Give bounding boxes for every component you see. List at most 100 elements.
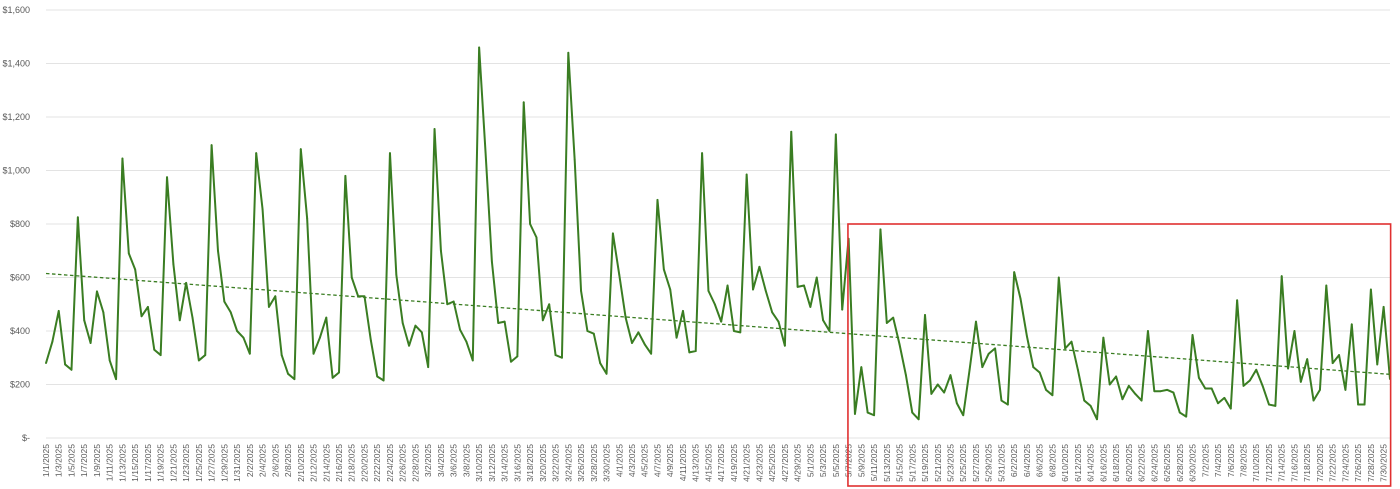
data-point: [1127, 384, 1130, 387]
data-point: [656, 199, 659, 201]
x-tick-label: 6/28/2025: [1175, 444, 1185, 482]
x-tick-label: 7/26/2025: [1353, 444, 1363, 482]
data-point: [885, 322, 888, 324]
data-point: [1038, 371, 1041, 374]
data-point: [338, 371, 340, 374]
data-point: [1166, 388, 1168, 391]
x-tick-label: 1/7/2025: [79, 444, 89, 477]
x-tick-label: 7/16/2025: [1289, 444, 1299, 482]
data-point: [490, 260, 493, 263]
y-tick-label: $600: [10, 273, 30, 283]
data-point: [1229, 407, 1232, 410]
y-tick-label: $1,200: [2, 112, 30, 122]
data-point: [76, 216, 79, 219]
data-point: [917, 418, 920, 421]
data-point: [771, 311, 774, 314]
x-tick-label: 3/10/2025: [474, 444, 484, 482]
data-point: [624, 316, 627, 319]
data-point: [1210, 387, 1213, 390]
data-point: [1306, 358, 1309, 360]
data-point: [1108, 383, 1111, 386]
data-point: [108, 359, 111, 362]
x-tick-label: 5/21/2025: [933, 444, 943, 482]
x-tick-label: 1/3/2025: [54, 444, 64, 477]
data-point: [1293, 330, 1296, 332]
x-tick-label: 3/22/2025: [551, 444, 561, 482]
x-tick-label: 2/18/2025: [347, 444, 357, 482]
data-point: [382, 379, 385, 382]
x-tick-label: 7/12/2025: [1264, 444, 1274, 482]
data-point: [57, 310, 60, 312]
x-tick-label: 2/28/2025: [410, 444, 420, 482]
data-point: [905, 374, 907, 377]
x-tick-label: 7/24/2025: [1340, 444, 1350, 482]
data-point: [720, 320, 723, 323]
data-point: [459, 328, 461, 331]
data-point: [1013, 271, 1016, 274]
data-point: [248, 352, 251, 355]
x-tick-label: 7/8/2025: [1238, 444, 1248, 477]
data-point: [592, 332, 595, 335]
data-point: [1096, 418, 1098, 421]
data-point: [280, 354, 283, 356]
data-point: [1344, 388, 1347, 391]
x-tick-label: 2/4/2025: [258, 444, 268, 477]
x-tick-label: 3/18/2025: [525, 444, 535, 482]
data-point: [363, 295, 366, 298]
data-point: [1357, 403, 1360, 406]
x-tick-label: 5/19/2025: [920, 444, 930, 482]
x-tick-label: 7/30/2025: [1379, 444, 1389, 482]
data-point: [854, 413, 856, 415]
x-tick-label: 3/26/2025: [576, 444, 586, 482]
x-tick-label: 7/6/2025: [1226, 444, 1236, 477]
data-point: [879, 228, 882, 231]
x-tick-label: 3/2/2025: [423, 444, 433, 477]
data-point: [1319, 388, 1321, 391]
data-point: [1121, 398, 1124, 401]
x-tick-label: 4/25/2025: [767, 444, 777, 482]
y-tick-label: $1,400: [2, 59, 30, 69]
data-point: [548, 303, 551, 306]
data-point: [159, 354, 162, 356]
x-tick-label: 4/15/2025: [703, 444, 713, 482]
x-tick-label: 6/30/2025: [1188, 444, 1198, 482]
data-point: [669, 288, 672, 291]
data-point: [242, 336, 245, 339]
data-point: [561, 356, 563, 359]
x-tick-label: 6/12/2025: [1073, 444, 1083, 482]
data-point: [1045, 388, 1047, 391]
x-tick-label: 3/20/2025: [538, 444, 548, 482]
data-point: [975, 320, 977, 323]
data-point: [535, 236, 538, 239]
data-point: [64, 363, 67, 366]
data-point: [713, 303, 716, 306]
x-tick-label: 1/25/2025: [194, 444, 204, 482]
data-point: [325, 316, 328, 319]
data-point: [911, 411, 914, 414]
data-point: [210, 144, 213, 146]
x-tick-label: 5/27/2025: [971, 444, 981, 482]
x-tick-label: 7/28/2025: [1366, 444, 1376, 482]
x-tick-label: 2/10/2025: [296, 444, 306, 482]
data-point: [287, 372, 289, 375]
data-point: [274, 295, 277, 298]
data-point: [1274, 405, 1277, 407]
x-tick-label: 5/23/2025: [945, 444, 955, 482]
data-point: [631, 342, 633, 344]
x-tick-label: 4/13/2025: [691, 444, 701, 482]
data-point: [1248, 379, 1251, 382]
x-tick-label: 6/6/2025: [1035, 444, 1045, 477]
x-tick-label: 4/29/2025: [793, 444, 803, 482]
data-point: [968, 368, 971, 371]
x-tick-label: 5/5/2025: [831, 444, 841, 477]
data-point: [783, 344, 786, 347]
x-tick-label: 7/2/2025: [1200, 444, 1210, 477]
x-tick-label: 1/29/2025: [219, 444, 229, 482]
data-point: [529, 223, 531, 225]
data-point: [643, 343, 646, 346]
x-tick-label: 7/10/2025: [1251, 444, 1261, 482]
data-point: [1064, 347, 1067, 350]
x-axis-ticks: 1/1/2025 1/3/2025 1/5/2025 1/7/2025 1/9/2025…: [41, 444, 1389, 482]
data-point: [898, 343, 901, 346]
